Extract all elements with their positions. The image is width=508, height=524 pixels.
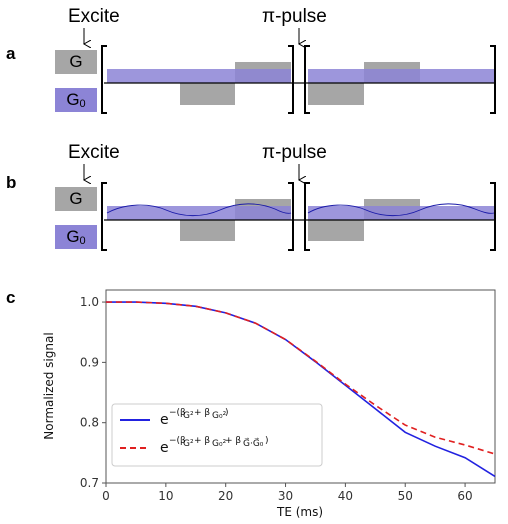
svg-text:): ): [265, 436, 269, 446]
bracket-close-b1: [288, 182, 294, 251]
plot-area: [105, 289, 496, 484]
legend-entry-2: e −(β G² + β G₀² + β G⃗·G⃗₀ ): [160, 436, 269, 456]
x-tick-label: 60: [457, 489, 472, 503]
gradient-g-label-a: G: [55, 50, 97, 74]
bracket-close-b2: [490, 182, 496, 251]
gradient-lobe-b1: [180, 220, 235, 241]
svg-text:+ β: + β: [194, 408, 210, 418]
series-line-red: [106, 301, 496, 455]
background-gradient-band-a1: [107, 69, 291, 83]
oscillation-wave-b1: [106, 203, 292, 217]
bracket-open-a2: [304, 45, 310, 114]
y-tick-label: 1.0: [80, 295, 99, 309]
x-axis-ticks: 0 10 20 30 40 50 60: [102, 483, 473, 503]
y-axis-ticks: 0.7 0.8 0.9 1.0: [80, 295, 106, 490]
x-tick-label: 40: [338, 489, 353, 503]
bracket-open-a1: [101, 45, 107, 114]
gradient-lobe-a3: [308, 83, 364, 105]
legend: e −(β G² + β G₀² ) e −(β G² + β G₀² + β …: [111, 403, 323, 467]
legend-box: [111, 403, 323, 467]
svg-text:+ β: + β: [225, 436, 241, 446]
x-tick-label: 50: [398, 489, 413, 503]
y-tick-label: 0.9: [80, 355, 99, 369]
excite-label-a: Excite: [68, 6, 120, 27]
bracket-close-a1: [288, 45, 294, 114]
svg-text:e: e: [160, 440, 169, 456]
pi-pulse-label-a: π-pulse: [262, 6, 327, 27]
panel-b-letter: b: [6, 173, 17, 192]
x-tick-label: 30: [278, 489, 293, 503]
x-tick-label: 0: [102, 489, 110, 503]
panel-c-letter: c: [6, 288, 16, 307]
excite-label-b: Excite: [68, 142, 120, 163]
panel-a-letter: a: [6, 44, 16, 63]
svg-text:G²: G²: [183, 411, 194, 421]
sequence-diagram-a: [84, 28, 496, 114]
svg-text:−(β: −(β: [169, 408, 186, 418]
svg-text:G₀²: G₀²: [212, 439, 227, 449]
svg-text:e: e: [160, 412, 169, 428]
background-gradient-band-b2: [308, 206, 494, 220]
chart-series: [106, 301, 496, 478]
y-axis-label: Normalized signal: [42, 332, 56, 439]
background-gradient-band-a2: [308, 69, 494, 83]
background-gradient-band-b1: [107, 206, 291, 220]
bracket-open-b2: [304, 182, 310, 251]
sequence-diagram-b: [84, 164, 496, 251]
x-tick-label: 20: [218, 489, 233, 503]
svg-text:G⃗·G⃗₀: G⃗·G⃗₀: [243, 437, 264, 449]
pi-pulse-label-b: π-pulse: [262, 142, 327, 163]
svg-text:): ): [225, 408, 229, 418]
gradient-lobe-a1: [180, 83, 235, 105]
svg-text:−(β: −(β: [169, 436, 186, 446]
signal-decay-chart: 0 10 20 30 40 50 60 0.7 0.8 0.9 1.0 TE (ms) Norma…: [42, 289, 496, 519]
x-axis-label: TE (ms): [276, 505, 323, 519]
svg-text:G²: G²: [183, 439, 194, 449]
svg-text:G₀²: G₀²: [212, 411, 227, 421]
gradient-g-label-b: G: [55, 187, 97, 211]
x-tick-label: 10: [158, 489, 173, 503]
bracket-close-a2: [490, 45, 496, 114]
oscillation-wave-b2: [307, 203, 495, 217]
bracket-open-b1: [101, 182, 107, 251]
y-tick-label: 0.7: [80, 476, 99, 490]
svg-text:+ β: + β: [194, 436, 210, 446]
legend-entry-1: e −(β G² + β G₀² ): [160, 408, 229, 428]
gradient-lobe-b3: [308, 220, 364, 241]
y-tick-label: 0.8: [80, 416, 99, 430]
